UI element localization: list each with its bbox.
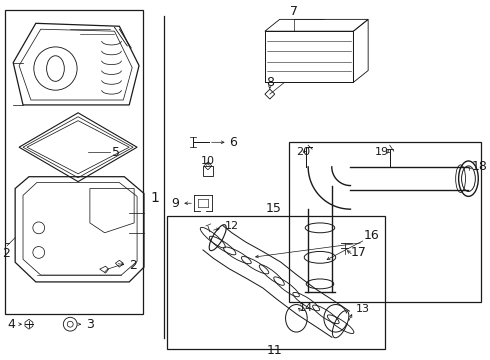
Text: 19: 19 [375, 147, 389, 157]
Text: 6: 6 [229, 136, 237, 149]
Text: 18: 18 [471, 160, 487, 174]
Text: 17: 17 [350, 246, 367, 259]
Text: 4: 4 [7, 318, 15, 331]
Text: 3: 3 [86, 318, 94, 331]
Text: 8: 8 [266, 76, 274, 89]
Text: 10: 10 [201, 156, 215, 166]
Bar [289, 142, 481, 302]
Text: 20: 20 [296, 147, 311, 157]
Text: 2: 2 [2, 247, 10, 260]
Bar [167, 216, 385, 349]
Text: 12: 12 [224, 221, 239, 231]
Text: 2: 2 [129, 259, 137, 272]
Text: 5: 5 [112, 146, 120, 159]
Text: 11: 11 [267, 344, 283, 357]
Text: 1: 1 [151, 192, 160, 205]
Text: 15: 15 [266, 202, 282, 215]
Text: 14: 14 [299, 303, 314, 314]
Bar [5, 10, 143, 314]
Text: 13: 13 [355, 305, 369, 314]
Text: 16: 16 [363, 229, 379, 242]
Text: 9: 9 [172, 197, 179, 210]
Text: 7: 7 [291, 5, 298, 18]
